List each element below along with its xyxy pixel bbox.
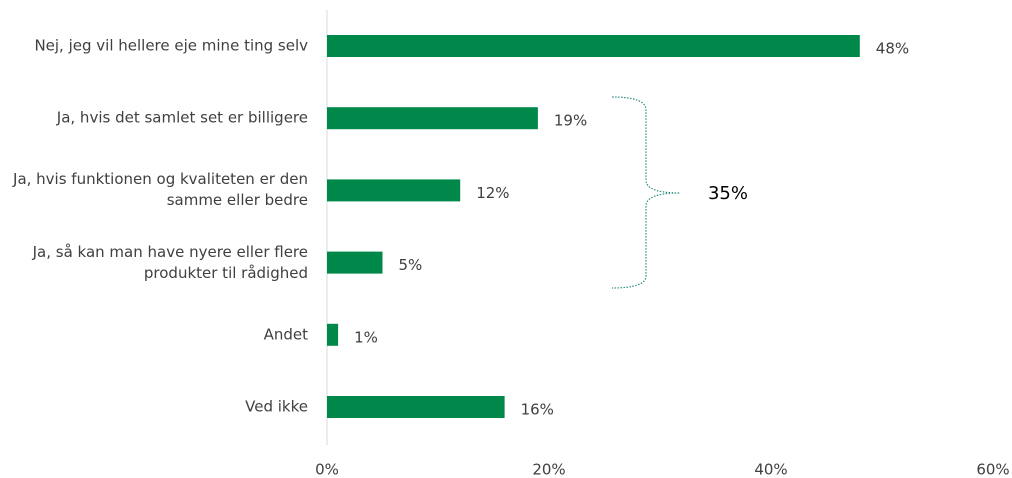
category-label: Ja, hvis det samlet set er billigere bbox=[56, 108, 308, 127]
value-label: 19% bbox=[554, 112, 587, 130]
x-tick-label: 20% bbox=[532, 461, 565, 478]
bar bbox=[327, 35, 860, 57]
x-tick-label: 60% bbox=[976, 461, 1009, 478]
bar bbox=[327, 323, 339, 346]
value-label: 5% bbox=[399, 256, 423, 274]
category-label: Nej, jeg vil hellere eje mine ting selv bbox=[34, 36, 308, 55]
category-label: Ja, hvis funktionen og kvaliteten er den… bbox=[13, 170, 308, 210]
category-label: Andet bbox=[263, 325, 308, 344]
category-label: Ja, så kan man have nyere eller flere pr… bbox=[32, 242, 308, 282]
bar bbox=[327, 396, 505, 418]
value-label: 1% bbox=[354, 328, 378, 346]
value-label: 48% bbox=[876, 40, 909, 58]
value-label: 12% bbox=[476, 184, 509, 202]
value-label: 16% bbox=[521, 401, 554, 419]
bar bbox=[327, 179, 461, 202]
x-tick-label: 0% bbox=[315, 461, 339, 478]
bar bbox=[327, 107, 538, 130]
annotation: 35% bbox=[708, 183, 748, 204]
brace bbox=[611, 96, 681, 289]
category-label: Ved ikke bbox=[245, 397, 308, 416]
x-tick-label: 40% bbox=[754, 461, 787, 478]
bar bbox=[327, 251, 383, 274]
